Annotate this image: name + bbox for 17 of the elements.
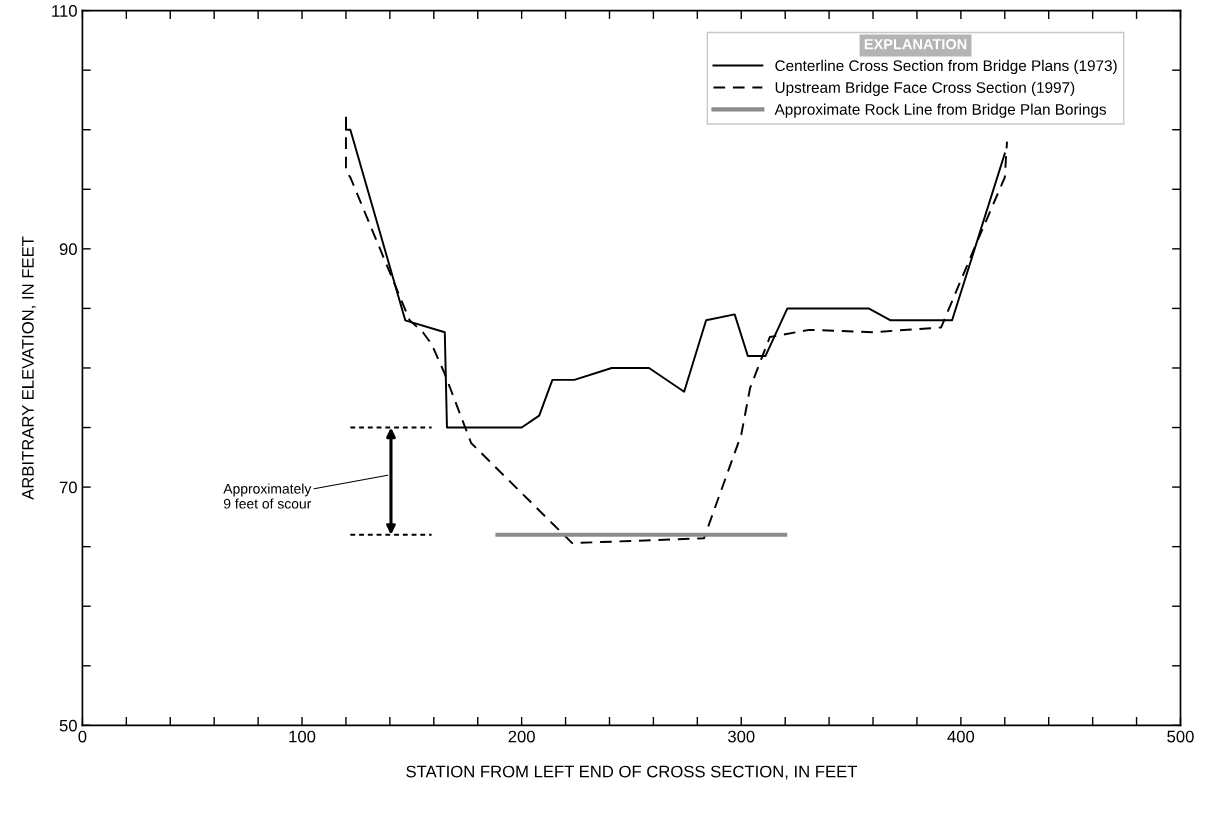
legend-label: Approximate Rock Line from Bridge Plan Borings xyxy=(774,103,1107,118)
annotation: Approximately 9 feet of scour xyxy=(223,483,312,509)
x-tick-label: 100 xyxy=(289,730,316,743)
legend-label: Upstream Bridge Face Cross Section (1997) xyxy=(775,81,1075,96)
y-axis-title: ARBITRARY ELEVATION, IN FEET xyxy=(21,236,36,500)
y-tick-label: 70 xyxy=(59,481,77,494)
y-tick-label: 90 xyxy=(59,243,77,256)
x-tick-label: 300 xyxy=(727,730,755,743)
x-tick-label: 200 xyxy=(508,730,535,743)
y-tick-label: 50 xyxy=(59,719,77,732)
y-tick-label: 110 xyxy=(52,5,77,17)
x-tick-label: 500 xyxy=(1167,730,1194,743)
legend-label: Centerline Cross Section from Bridge Plans (1973) xyxy=(775,59,1117,75)
x-axis-title: STATION FROM LEFT END OF CROSS SECTION, IN FEET xyxy=(406,765,858,780)
x-tick-label: 0 xyxy=(78,730,87,743)
x-tick-label: 400 xyxy=(947,730,975,743)
legend-title: EXPLANATION xyxy=(864,39,967,50)
